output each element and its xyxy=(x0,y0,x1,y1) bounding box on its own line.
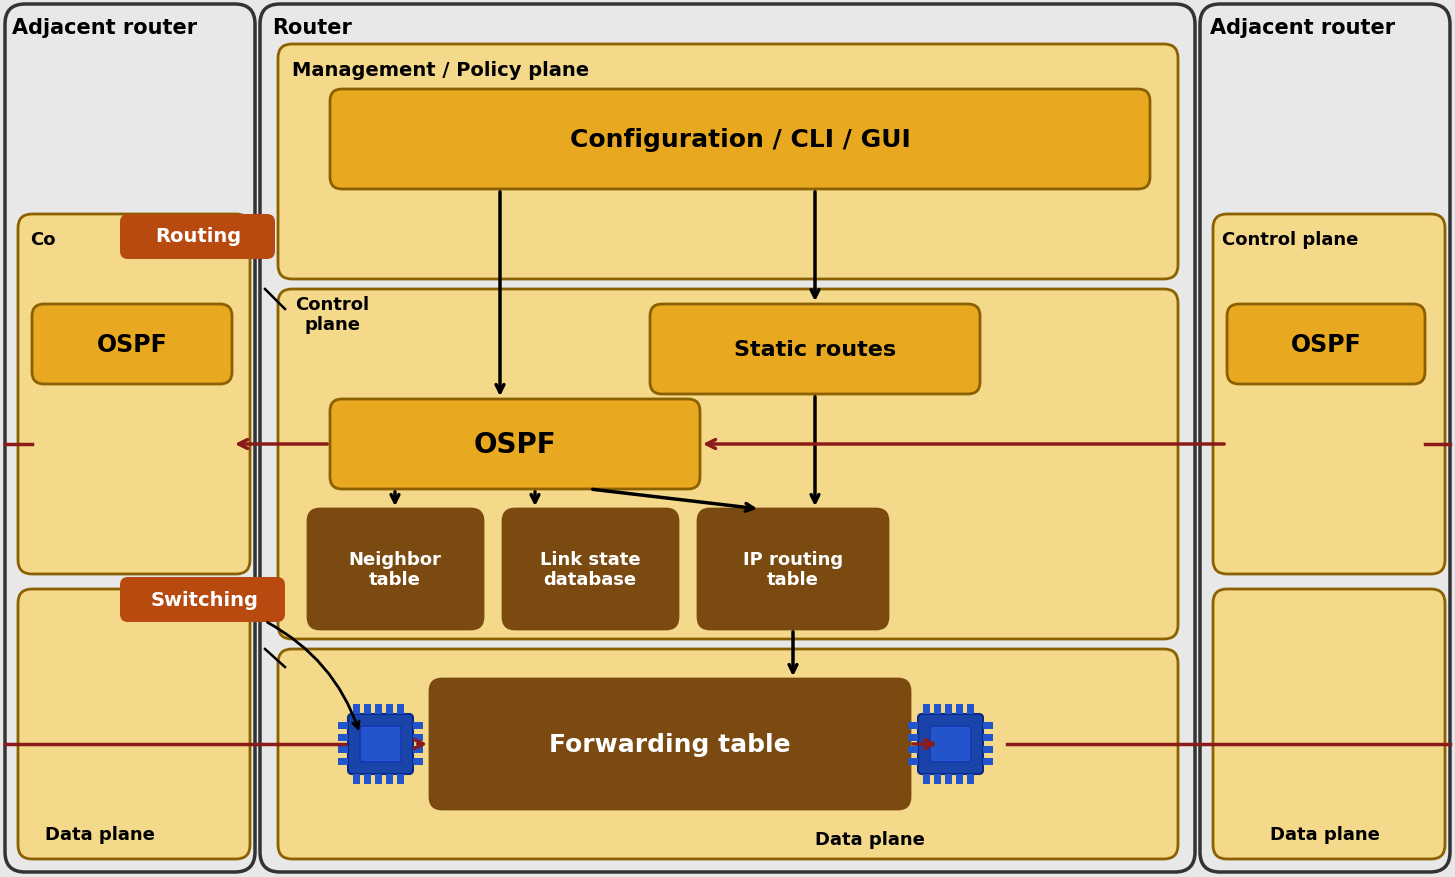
Bar xyxy=(984,746,992,753)
Bar xyxy=(397,774,404,784)
Bar xyxy=(922,774,930,784)
Bar xyxy=(364,704,371,714)
FancyBboxPatch shape xyxy=(918,714,984,774)
Bar xyxy=(338,722,348,729)
FancyBboxPatch shape xyxy=(330,90,1149,189)
Bar xyxy=(908,746,918,753)
FancyBboxPatch shape xyxy=(348,714,413,774)
Bar xyxy=(338,734,348,741)
Text: Adjacent router: Adjacent router xyxy=(12,18,196,38)
Text: Adjacent router: Adjacent router xyxy=(1211,18,1395,38)
FancyBboxPatch shape xyxy=(278,45,1179,280)
FancyBboxPatch shape xyxy=(32,304,231,384)
FancyBboxPatch shape xyxy=(1227,304,1424,384)
Text: Data plane: Data plane xyxy=(1270,825,1379,843)
Text: Static routes: Static routes xyxy=(733,339,896,360)
FancyBboxPatch shape xyxy=(503,510,678,630)
FancyBboxPatch shape xyxy=(260,5,1195,872)
FancyBboxPatch shape xyxy=(278,289,1179,639)
Bar xyxy=(922,704,930,714)
Bar xyxy=(908,722,918,729)
FancyBboxPatch shape xyxy=(4,5,255,872)
Bar xyxy=(956,774,963,784)
Bar xyxy=(944,774,952,784)
FancyBboxPatch shape xyxy=(650,304,981,395)
Bar xyxy=(944,704,952,714)
Bar xyxy=(354,774,359,784)
Bar xyxy=(908,758,918,765)
Bar xyxy=(354,704,359,714)
Text: Data plane: Data plane xyxy=(45,825,154,843)
Text: Control
plane: Control plane xyxy=(295,296,370,334)
FancyBboxPatch shape xyxy=(1213,589,1445,859)
Bar xyxy=(984,722,992,729)
FancyBboxPatch shape xyxy=(431,679,909,809)
Bar xyxy=(413,758,423,765)
Bar xyxy=(375,774,383,784)
FancyBboxPatch shape xyxy=(17,215,250,574)
Bar xyxy=(968,704,973,714)
Bar xyxy=(956,704,963,714)
Text: Routing: Routing xyxy=(154,227,242,246)
Bar xyxy=(413,746,423,753)
Bar xyxy=(338,758,348,765)
Text: OSPF: OSPF xyxy=(1291,332,1362,357)
Bar xyxy=(984,758,992,765)
FancyBboxPatch shape xyxy=(308,510,483,630)
FancyBboxPatch shape xyxy=(17,589,250,859)
Bar xyxy=(934,704,941,714)
Text: Data plane: Data plane xyxy=(815,830,925,848)
Text: Control plane: Control plane xyxy=(1222,231,1359,249)
Text: Co: Co xyxy=(31,231,55,249)
Text: OSPF: OSPF xyxy=(474,431,556,459)
FancyBboxPatch shape xyxy=(930,726,970,762)
FancyBboxPatch shape xyxy=(119,215,275,260)
FancyBboxPatch shape xyxy=(1200,5,1451,872)
FancyBboxPatch shape xyxy=(1213,215,1445,574)
Bar xyxy=(364,774,371,784)
Bar xyxy=(934,774,941,784)
FancyBboxPatch shape xyxy=(359,726,402,762)
Bar xyxy=(386,704,393,714)
Text: Configuration / CLI / GUI: Configuration / CLI / GUI xyxy=(569,128,911,152)
Text: Switching: Switching xyxy=(151,590,259,609)
Bar xyxy=(968,774,973,784)
FancyBboxPatch shape xyxy=(278,649,1179,859)
FancyBboxPatch shape xyxy=(698,510,888,630)
Text: Forwarding table: Forwarding table xyxy=(549,732,792,756)
Bar xyxy=(413,722,423,729)
Bar xyxy=(984,734,992,741)
Bar xyxy=(413,734,423,741)
Text: Link state
database: Link state database xyxy=(540,550,640,588)
Text: Neighbor
table: Neighbor table xyxy=(349,550,441,588)
FancyBboxPatch shape xyxy=(119,577,285,623)
Text: Router: Router xyxy=(272,18,352,38)
Bar xyxy=(386,774,393,784)
Text: Management / Policy plane: Management / Policy plane xyxy=(292,61,589,80)
Text: OSPF: OSPF xyxy=(96,332,167,357)
FancyBboxPatch shape xyxy=(330,400,700,489)
Bar xyxy=(397,704,404,714)
Text: IP routing
table: IP routing table xyxy=(744,550,842,588)
Bar xyxy=(338,746,348,753)
Bar xyxy=(375,704,383,714)
Bar xyxy=(908,734,918,741)
